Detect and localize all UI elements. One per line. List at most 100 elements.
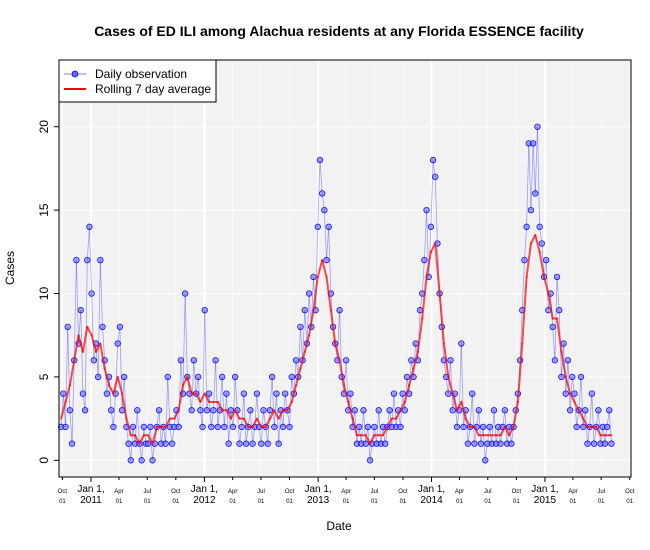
daily-observation-segment [591,393,595,444]
daily-observation-segment [530,143,534,211]
daily-observation-segment [565,360,569,394]
daily-observation-point [532,190,539,197]
daily-observation-point [366,457,374,464]
rolling-average-segment [447,375,454,395]
daily-observation-segment [241,393,245,427]
daily-observation-segment [393,393,397,427]
x-tick-label-major-line2: 2014 [420,495,443,506]
daily-observation-point [360,407,367,414]
daily-observation-segment [234,376,238,411]
y-tick-label: 0 [37,457,51,464]
daily-observation-segment [191,360,195,411]
daily-observation-segment [447,360,451,394]
rolling-average-segment [395,409,402,420]
rolling-average-segment [151,425,158,445]
daily-observation-segment [102,326,106,361]
daily-observation-segment [184,293,188,377]
x-tick-label-minor-line2: 01 [229,499,236,505]
daily-observation-point [201,307,208,314]
daily-observation-point [271,423,278,431]
daily-observation-point [94,373,102,381]
daily-observation-segment [556,276,560,311]
daily-observation-point [125,440,132,447]
daily-observation-point [64,323,71,331]
x-tick-label-major-line1: Jan 1, [304,484,331,495]
rolling-average-segment [421,275,428,320]
daily-observation-segment [197,376,201,411]
daily-observation-point [458,340,465,347]
chart-title: Cases of ED ILI among Alachua residents … [94,23,584,39]
daily-observation-point [475,407,482,414]
daily-observation-segment [421,260,425,294]
rolling-average-segment [325,275,332,312]
rolling-average-segment [503,425,511,437]
daily-observation-segment [297,326,301,377]
rolling-average-segment [556,317,563,353]
daily-observation-segment [193,360,197,394]
daily-observation-segment [306,293,310,344]
daily-observation-segment [300,326,303,361]
daily-observation-point [521,257,528,264]
daily-observation-point [236,440,243,447]
rolling-average-segment [147,434,154,445]
daily-observation-point [342,357,350,364]
daily-observation-segment [267,410,271,444]
daily-observation-point [571,390,578,397]
daily-observation-segment [413,343,417,377]
rolling-average-segment [386,417,393,428]
legend-box [58,59,217,103]
rolling-average-segment [268,409,276,420]
rolling-average-segment [434,242,441,295]
daily-observation-segment [86,226,90,261]
daily-observation-point [134,407,141,414]
daily-observation-point [188,407,195,414]
daily-observation-segment [80,310,84,394]
x-tick-label-minor-line1: Oct [171,489,181,495]
daily-observation-segment [182,293,186,394]
daily-observation-point [129,423,137,431]
rolling-average-segment [334,342,341,362]
x-tick-label-minor-line2: 01 [570,499,577,505]
rolling-average-segment [199,392,206,403]
y-tick-label: 20 [37,120,51,134]
daily-observation-point [580,423,587,431]
daily-observation-segment [302,310,306,361]
rolling-average-segment [64,384,71,403]
daily-observation-segment [69,410,73,444]
daily-observation-point [168,440,176,447]
daily-observation-point [501,407,509,414]
daily-observation-segment [526,143,530,227]
x-tick-label-minor-line1: Jul [597,489,605,495]
daily-observation-segment [165,376,169,444]
rolling-average-segment [329,309,337,345]
daily-observation-point [375,407,382,414]
daily-observation-point [110,423,117,431]
daily-observation-segment [391,393,395,427]
daily-observation-point [232,373,239,381]
daily-observation-segment [552,326,556,361]
daily-observation-segment [89,226,93,294]
daily-observation-segment [202,310,206,427]
daily-observation-point [197,407,204,414]
rolling-average-segment [516,342,524,403]
rolling-average-segment [425,250,432,278]
daily-observation-point [121,373,128,381]
daily-observation-segment [67,326,71,411]
daily-observation-segment [537,126,541,227]
y-axis: 0 5 10 15 20 [37,120,59,464]
daily-observation-point [145,440,152,447]
daily-observation-point [566,407,574,414]
daily-observation-point [199,423,206,431]
daily-observation-point [147,423,154,431]
daily-observation-point [79,390,87,397]
rolling-average-segment [99,342,106,370]
rolling-average-segment [216,400,224,412]
daily-observation-segment [226,393,230,444]
daily-observation-point [536,223,543,230]
rolling-average-segment [203,392,211,403]
x-tick-label-major-line1: Jan 1, [191,484,218,495]
x-tick-label-minor-line2: 01 [286,499,293,505]
x-tick-label-minor-line2: 01 [144,499,151,505]
rolling-average-segment [264,417,271,428]
daily-observation-point [77,307,84,314]
